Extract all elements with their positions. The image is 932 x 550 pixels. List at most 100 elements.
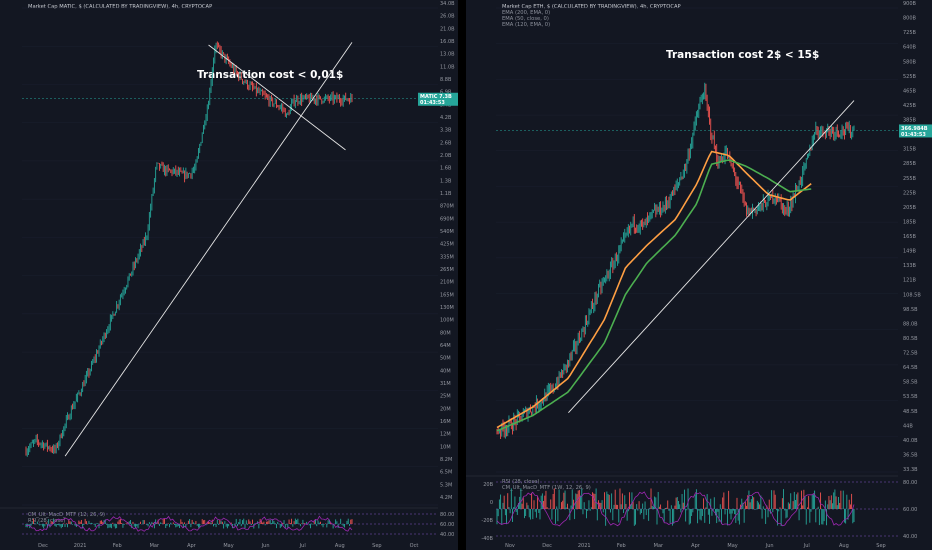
matic-x-tick-label: May <box>223 543 233 549</box>
eth-legend-ema120: EMA (120, EMA, 0) <box>502 22 551 28</box>
eth-y-tick-label: 40.0B <box>903 438 918 444</box>
matic-price-tag-time: 01:43:53 <box>420 100 445 106</box>
matic-y-tick-label: 31M <box>440 381 451 387</box>
matic-y-tick-label: 4.2M <box>440 495 452 501</box>
eth-legend-ema50: EMA (50, close, 0) <box>502 16 549 22</box>
matic-y-tick-label: 6.9B <box>440 90 452 96</box>
matic-x-tick-label: Sep <box>372 543 381 549</box>
eth-y-tick-label: 800B <box>903 16 917 22</box>
eth-x-tick-label: Nov <box>505 543 515 549</box>
eth-x-tick-label: Jul <box>803 543 810 549</box>
matic-y-tick-label: 165M <box>440 292 454 298</box>
matic-y-tick-label: 34.0B <box>440 1 455 7</box>
eth-x-tick-label: Sep <box>876 543 885 549</box>
eth-y-tick-label: 33.3B <box>903 467 918 473</box>
eth-indicator-tick: 60.00 <box>903 507 917 513</box>
eth-x-tick-label: Aug <box>839 543 849 549</box>
matic-y-tick-label: 2.6B <box>440 140 452 146</box>
eth-y-tick-label: 205B <box>903 205 917 211</box>
matic-y-tick-label: 1.1B <box>440 191 452 197</box>
eth-x-tick-label: Feb <box>617 543 626 549</box>
eth-macd-tick: -40B <box>481 536 493 542</box>
eth-x-tick-label: 2021 <box>578 543 591 549</box>
matic-x-tick-label: Apr <box>187 543 197 549</box>
eth-macd-label: CM_Ult_MacD_MTF (1W, 12, 26, 9) <box>502 485 591 491</box>
eth-price-tag-value: 366.984B <box>901 126 928 132</box>
matic-y-tick-label: 21.0B <box>440 26 455 32</box>
matic-y-tick-label: 130M <box>440 305 454 311</box>
matic-x-tick-label: Aug <box>335 543 345 549</box>
matic-y-tick-label: 870M <box>440 204 454 210</box>
panel-divider <box>458 0 466 550</box>
eth-y-tick-label: 640B <box>903 45 917 51</box>
matic-chart-title: Market Cap MATIC, $ (CALCULATED BY TRADI… <box>28 4 213 10</box>
matic-y-tick-label: 5.3M <box>440 482 452 488</box>
matic-rsi-label: RSI (28, close) <box>28 518 66 524</box>
matic-indicator-tick: 40.00 <box>440 532 454 538</box>
matic-indicator-tick: 60.00 <box>440 522 454 528</box>
matic-chart-panel: Market Cap MATIC, $ (CALCULATED BY TRADI… <box>0 0 458 550</box>
matic-macd-label: CM_Ult_MacD_MTF (12, 26, 9) <box>28 512 106 518</box>
eth-chart-title: Market Cap ETH, $ (CALCULATED BY TRADING… <box>502 4 681 10</box>
eth-y-tick-label: 48.5B <box>903 409 918 415</box>
matic-y-tick-label: 50M <box>440 356 451 362</box>
eth-annotation: Transaction cost 2$ < 15$ <box>666 49 820 61</box>
matic-y-tick-label: 16M <box>440 419 451 425</box>
matic-y-tick-label: 10M <box>440 444 451 450</box>
matic-oscillator-line <box>25 515 353 532</box>
eth-x-tick-label: Mar <box>654 543 664 549</box>
matic-y-tick-label: 1.6B <box>440 166 452 172</box>
matic-x-tick-label: Jun <box>261 543 270 549</box>
eth-y-tick-label: 108.5B <box>903 292 921 298</box>
matic-y-tick-label: 540M <box>440 229 454 235</box>
eth-y-tick-label: 44B <box>903 423 913 429</box>
eth-y-tick-label: 121B <box>903 278 917 284</box>
matic-y-tick-label: 690M <box>440 216 454 222</box>
eth-y-tick-label: 725B <box>903 30 917 36</box>
matic-x-tick-label: 2021 <box>74 543 87 549</box>
matic-trendline <box>208 44 346 151</box>
eth-y-tick-label: 53.5B <box>903 394 918 400</box>
matic-x-tick-label: Oct <box>410 543 419 549</box>
eth-x-tick-label: Apr <box>691 543 701 549</box>
eth-chart-svg: 900B800B725B640B580B525B465B425B385B350B… <box>466 1 932 549</box>
matic-y-tick-label: 40M <box>440 368 451 374</box>
matic-y-tick-label: 100M <box>440 318 454 324</box>
eth-y-tick-label: 165B <box>903 234 917 240</box>
matic-y-tick-label: 16.0B <box>440 39 455 45</box>
eth-y-tick-label: 88.0B <box>903 321 918 327</box>
matic-y-tick-label: 425M <box>440 242 454 248</box>
matic-y-tick-label: 6.5M <box>440 470 452 476</box>
eth-y-tick-label: 285B <box>903 161 917 167</box>
matic-y-tick-label: 4.2B <box>440 115 452 121</box>
matic-y-tick-label: 64M <box>440 343 451 349</box>
eth-y-tick-label: 133B <box>903 263 917 269</box>
eth-ema-line <box>496 150 812 429</box>
eth-price-tag <box>899 124 932 138</box>
eth-y-tick-label: 149B <box>903 249 917 255</box>
matic-price-tag-value: MATIC 7.3B <box>420 94 452 100</box>
matic-price-tag <box>418 92 458 106</box>
eth-y-tick-label: 36.5B <box>903 452 918 458</box>
eth-y-tick-label: 255B <box>903 176 917 182</box>
matic-x-tick-label: Jul <box>299 543 306 549</box>
matic-y-tick-label: 2.0B <box>440 153 452 159</box>
eth-y-tick-label: 580B <box>903 59 917 65</box>
eth-macd-tick: 0 <box>490 500 493 506</box>
eth-ema-line <box>496 159 812 432</box>
eth-y-tick-label: 80.5B <box>903 336 918 342</box>
eth-y-tick-label: 64.5B <box>903 365 918 371</box>
eth-y-tick-label: 465B <box>903 88 917 94</box>
matic-y-tick-label: 12M <box>440 432 451 438</box>
eth-y-tick-label: 185B <box>903 219 917 225</box>
matic-y-tick-label: 210M <box>440 280 454 286</box>
matic-chart-svg: 34.0B 26.0B 21.0B 16.0B 13.0B 11.0B 8.8B 6.9B 5.… <box>0 1 458 549</box>
matic-y-tick-label: 25M <box>440 394 451 400</box>
eth-y-tick-label: 525B <box>903 74 917 80</box>
eth-y-tick-label: 900B <box>903 1 917 7</box>
eth-indicator-tick: 80.00 <box>903 480 917 486</box>
eth-chart-panel: Market Cap ETH, $ (CALCULATED BY TRADING… <box>466 0 932 550</box>
eth-y-tick-label: 385B <box>903 118 917 124</box>
matic-y-tick-label: 13.0B <box>440 52 455 58</box>
matic-x-tick-label: Mar <box>150 543 160 549</box>
